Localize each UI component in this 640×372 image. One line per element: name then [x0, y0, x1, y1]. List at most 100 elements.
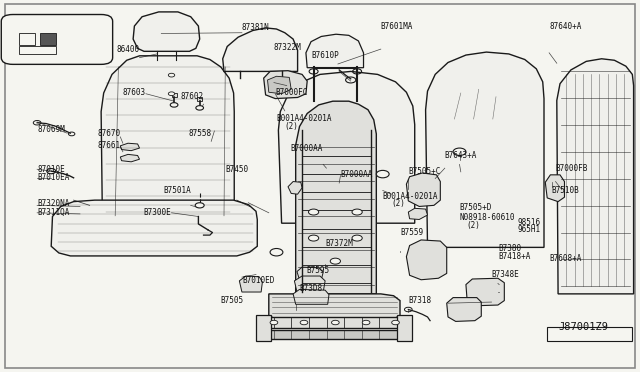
Text: B7372M: B7372M	[325, 239, 353, 248]
Polygon shape	[408, 208, 428, 219]
Text: B7501A: B7501A	[163, 186, 191, 195]
Polygon shape	[466, 278, 504, 306]
Circle shape	[196, 106, 204, 110]
Circle shape	[453, 148, 466, 155]
Text: B7450: B7450	[225, 165, 248, 174]
Bar	[197, 97, 202, 101]
Circle shape	[392, 320, 399, 325]
Text: B7510B: B7510B	[552, 186, 579, 195]
Text: B7010EA: B7010EA	[37, 173, 70, 182]
Text: B7595: B7595	[306, 266, 329, 275]
Text: J87001Z9: J87001Z9	[558, 322, 608, 331]
Text: B7000FB: B7000FB	[556, 164, 588, 173]
Polygon shape	[51, 200, 257, 256]
Text: B7380: B7380	[498, 244, 521, 253]
Circle shape	[270, 320, 278, 325]
Text: N08918-60610: N08918-60610	[460, 213, 515, 222]
Text: B7318: B7318	[408, 296, 431, 305]
Text: 87381N: 87381N	[242, 23, 269, 32]
Polygon shape	[447, 298, 481, 321]
Bar	[256, 315, 271, 341]
Bar	[19, 33, 35, 45]
Circle shape	[195, 203, 204, 208]
Polygon shape	[406, 240, 447, 280]
Bar	[268, 330, 403, 339]
Polygon shape	[426, 52, 544, 247]
Text: (2): (2)	[285, 122, 299, 131]
Text: 87602: 87602	[180, 92, 204, 101]
Text: 98516: 98516	[517, 218, 540, 227]
Text: 87010E: 87010E	[37, 165, 65, 174]
Polygon shape	[406, 173, 440, 206]
Polygon shape	[223, 28, 298, 71]
Polygon shape	[268, 76, 291, 94]
Polygon shape	[120, 143, 140, 151]
Text: B7320NA: B7320NA	[37, 199, 70, 208]
Polygon shape	[101, 56, 234, 219]
FancyBboxPatch shape	[1, 15, 113, 64]
Text: B7601MA: B7601MA	[381, 22, 413, 31]
Text: B7348E: B7348E	[492, 270, 519, 279]
Circle shape	[168, 92, 175, 96]
Text: B001A4-0201A: B001A4-0201A	[276, 114, 332, 123]
Circle shape	[170, 103, 178, 107]
Text: B7300E: B7300E	[144, 208, 172, 217]
Circle shape	[352, 209, 362, 215]
Text: (2): (2)	[466, 221, 480, 230]
Polygon shape	[296, 101, 376, 294]
Text: B7505+D: B7505+D	[460, 203, 492, 212]
Circle shape	[300, 320, 308, 325]
Text: 965H1: 965H1	[517, 225, 540, 234]
Polygon shape	[239, 276, 262, 292]
Text: B73D8: B73D8	[300, 284, 323, 293]
Text: (2): (2)	[392, 199, 406, 208]
Polygon shape	[120, 154, 140, 162]
Polygon shape	[278, 71, 415, 223]
Text: B7311QA: B7311QA	[37, 208, 70, 217]
Text: B7608+A: B7608+A	[549, 254, 582, 263]
Bar	[19, 46, 56, 54]
Polygon shape	[269, 294, 400, 321]
Text: B7000AA: B7000AA	[340, 170, 373, 179]
Circle shape	[332, 320, 339, 325]
Text: 87322M: 87322M	[274, 43, 301, 52]
Polygon shape	[288, 182, 302, 194]
Circle shape	[362, 320, 370, 325]
Text: B001A4-0201A: B001A4-0201A	[383, 192, 438, 201]
Text: 87603: 87603	[123, 88, 146, 97]
Polygon shape	[557, 59, 634, 294]
Text: B7418+A: B7418+A	[498, 252, 531, 261]
Bar	[40, 33, 56, 45]
Text: B7559: B7559	[400, 228, 423, 237]
Text: 87069M: 87069M	[37, 125, 65, 134]
Text: B7643+A: B7643+A	[445, 151, 477, 160]
Circle shape	[352, 235, 362, 241]
Circle shape	[376, 170, 389, 178]
Polygon shape	[545, 175, 564, 202]
Circle shape	[308, 235, 319, 241]
Bar	[268, 317, 403, 328]
Polygon shape	[133, 12, 200, 51]
Text: B7610P: B7610P	[312, 51, 339, 60]
Circle shape	[168, 73, 175, 77]
Text: 87661: 87661	[97, 141, 120, 150]
Text: B7000AA: B7000AA	[291, 144, 323, 153]
Text: 87640+A: 87640+A	[549, 22, 582, 31]
Circle shape	[308, 209, 319, 215]
Circle shape	[330, 258, 340, 264]
Text: 87558: 87558	[188, 129, 211, 138]
Polygon shape	[264, 71, 307, 99]
Bar	[397, 315, 412, 341]
Text: B7000FC: B7000FC	[275, 88, 308, 97]
Polygon shape	[293, 289, 329, 304]
Text: B7505: B7505	[221, 296, 244, 305]
Bar	[172, 93, 177, 97]
Text: 86400: 86400	[116, 45, 140, 54]
Circle shape	[270, 248, 283, 256]
Polygon shape	[306, 34, 364, 68]
Text: B7010ED: B7010ED	[242, 276, 275, 285]
Polygon shape	[297, 267, 323, 280]
Text: B7505+C: B7505+C	[408, 167, 441, 176]
Polygon shape	[294, 276, 325, 292]
Text: 87670: 87670	[97, 129, 120, 138]
